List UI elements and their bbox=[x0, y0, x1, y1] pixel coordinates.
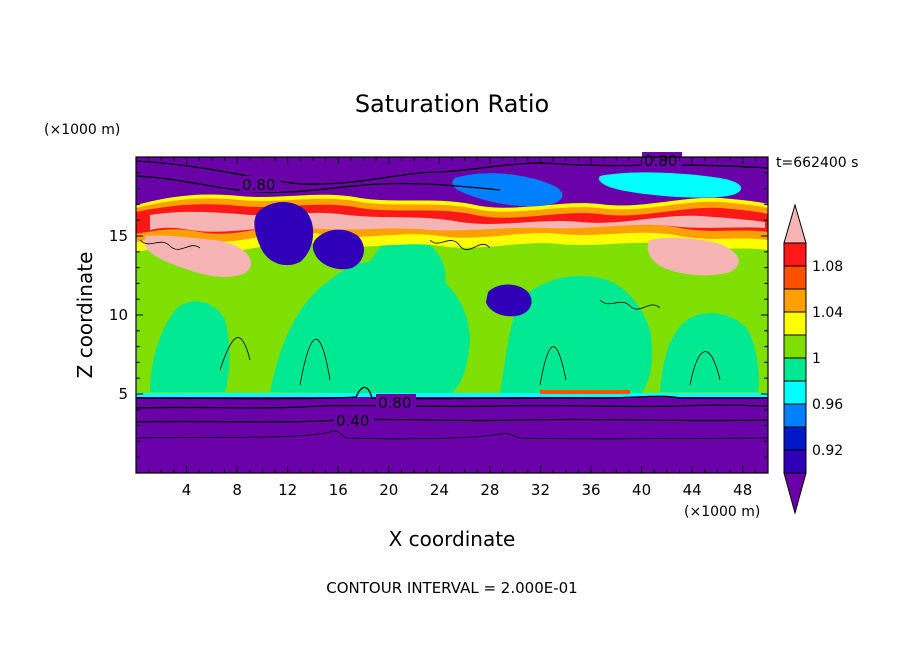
x-axis-title: X coordinate bbox=[389, 527, 516, 551]
seafoam-region-e bbox=[360, 235, 446, 312]
contour-line bbox=[136, 386, 768, 400]
colorbar-bin bbox=[783, 242, 807, 267]
seafoam-region-c bbox=[150, 301, 230, 392]
x-tick-label: 36 bbox=[581, 481, 600, 499]
time-label: t=662400 s bbox=[776, 155, 858, 171]
field-layers bbox=[136, 157, 768, 473]
y-axis-title: Z coordinate bbox=[73, 252, 97, 379]
y-unit-label: (×1000 m) bbox=[44, 122, 120, 138]
contour-lines bbox=[136, 160, 768, 440]
x-tick-label: 24 bbox=[430, 481, 449, 499]
lower-band-edge bbox=[136, 393, 768, 397]
x-tick-label: 32 bbox=[531, 481, 550, 499]
colorbar-bin bbox=[783, 288, 807, 313]
colorbar: 0.92 0.96 1 1.04 1.08 bbox=[783, 203, 843, 515]
contour-line bbox=[136, 418, 768, 423]
x-tick-label: 44 bbox=[683, 481, 702, 499]
dry-pocket-c bbox=[486, 284, 532, 317]
seafoam-region-b bbox=[500, 276, 652, 394]
colorbar-label: 1.04 bbox=[812, 305, 843, 321]
y-axis: 5 10 15 bbox=[109, 172, 768, 458]
contour-line bbox=[139, 239, 661, 310]
pink-patch-right bbox=[647, 237, 739, 276]
contour-label: 0.80 bbox=[378, 394, 411, 412]
contour-label: 0.40 bbox=[336, 412, 369, 430]
lower-stratum bbox=[136, 397, 768, 473]
colorbar-extend-low bbox=[783, 472, 807, 515]
colorbar-bin bbox=[783, 449, 807, 474]
colorbar-label: 1.08 bbox=[812, 259, 843, 275]
dry-pocket-e bbox=[598, 172, 742, 198]
seafoam-region-d bbox=[660, 313, 759, 392]
colorbar-bin bbox=[783, 380, 807, 405]
y-tick-label: 10 bbox=[109, 306, 128, 324]
colorbar-bin bbox=[783, 426, 807, 451]
contour-line bbox=[219, 337, 721, 386]
colorbar-extend-high bbox=[783, 203, 807, 244]
colorbar-bin bbox=[783, 403, 807, 428]
x-tick-label: 16 bbox=[329, 481, 348, 499]
y-tick-label: 5 bbox=[118, 385, 128, 403]
colorbar-label: 1 bbox=[812, 351, 821, 367]
contour-line bbox=[136, 430, 768, 440]
colorbar-label: 0.96 bbox=[812, 397, 843, 413]
colorbar-bin bbox=[783, 334, 807, 359]
chart-title: Saturation Ratio bbox=[355, 90, 549, 118]
x-tick-label: 28 bbox=[480, 481, 499, 499]
x-tick-label: 48 bbox=[733, 481, 752, 499]
contour-label: 0.80 bbox=[644, 152, 677, 170]
x-tick-label: 8 bbox=[232, 481, 242, 499]
dry-pocket-d bbox=[452, 173, 563, 207]
x-tick-label: 4 bbox=[182, 481, 192, 499]
contour-line bbox=[136, 404, 768, 409]
colorbar-label: 0.92 bbox=[812, 443, 843, 459]
contour-interval-label: CONTOUR INTERVAL = 2.000E-01 bbox=[326, 579, 577, 597]
lower-band-red bbox=[540, 390, 630, 394]
x-unit-label: (×1000 m) bbox=[684, 504, 760, 520]
x-tick-label: 40 bbox=[632, 481, 651, 499]
colorbar-bin bbox=[783, 265, 807, 290]
colorbar-bin bbox=[783, 311, 807, 336]
dry-pocket-b bbox=[312, 229, 364, 270]
pink-patch-left bbox=[145, 235, 251, 277]
x-tick-label: 20 bbox=[379, 481, 398, 499]
contour-line bbox=[136, 175, 501, 193]
x-axis: 4 8 12 16 20 24 28 32 36 40 44 48 bbox=[148, 157, 756, 499]
dry-pocket-a bbox=[254, 201, 314, 266]
colorbar-bin bbox=[783, 357, 807, 382]
contour-labels: 0.80 0.80 0.80 0.40 bbox=[240, 152, 682, 430]
contour-label: 0.80 bbox=[242, 176, 275, 194]
x-tick-label: 12 bbox=[278, 481, 297, 499]
y-tick-label: 15 bbox=[109, 227, 128, 245]
